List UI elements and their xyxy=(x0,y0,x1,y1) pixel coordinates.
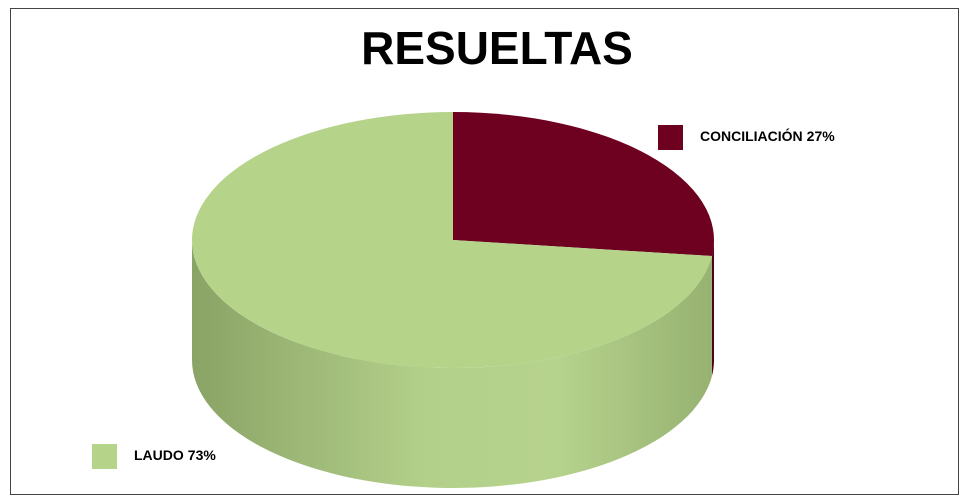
pie-slice xyxy=(453,112,714,257)
data-label: LAUDO 73% xyxy=(134,447,216,463)
category-name: CONCILIACIÓN xyxy=(700,127,803,144)
chart-title: RESUELTAS xyxy=(361,22,633,74)
category-name: LAUDO xyxy=(134,447,184,463)
pie-side xyxy=(711,240,714,377)
value-label: 27% xyxy=(807,128,836,144)
legend: CONCILIACIÓN 27% LAUDO 73% xyxy=(92,125,835,469)
pie xyxy=(191,112,714,489)
pie-side xyxy=(192,240,712,489)
legend-swatch xyxy=(658,125,683,150)
legend-swatch xyxy=(92,444,117,469)
pie-slice xyxy=(191,112,712,369)
value-label: 73% xyxy=(188,447,217,463)
data-label: CONCILIACIÓN 27% xyxy=(700,127,835,144)
